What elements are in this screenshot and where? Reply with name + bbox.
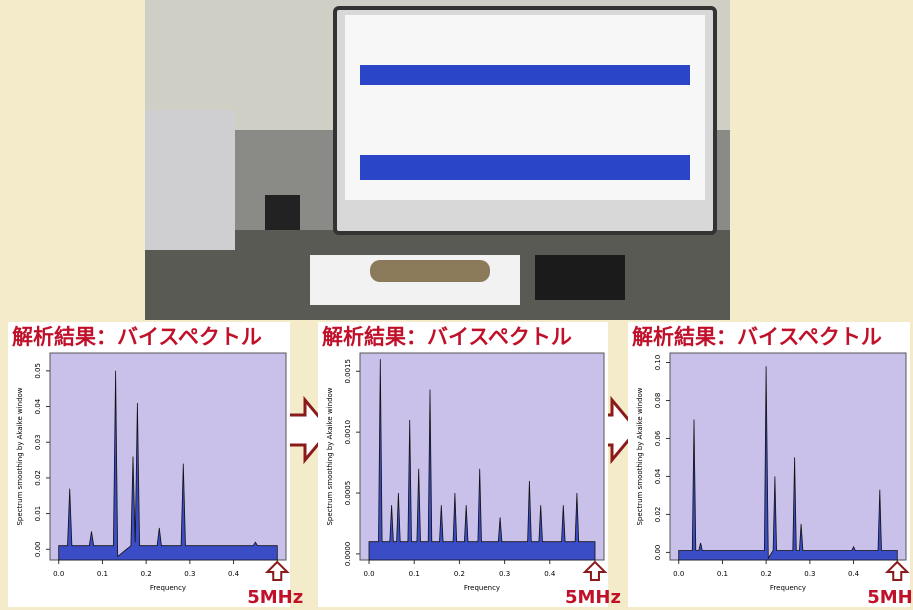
- y-tick-label: 0.00: [654, 545, 662, 561]
- plot-background: [669, 352, 907, 561]
- x-tick-label: 0.4: [544, 570, 556, 578]
- x-tick-label: 0.2: [141, 570, 152, 578]
- x-tick-label: 0.3: [184, 570, 195, 578]
- y-tick-label: 0.0010: [344, 420, 352, 445]
- annotation-arrow: [582, 560, 608, 581]
- x-tick-label: 0.1: [409, 570, 420, 578]
- y-tick-label: 0.0000: [344, 542, 352, 567]
- area: [678, 366, 898, 561]
- y-tick-label: 0.01: [34, 506, 42, 522]
- y-tick-label: 0.00: [34, 541, 42, 557]
- y-tick-label: 0.0015: [344, 359, 352, 384]
- photo: [145, 0, 730, 320]
- y-tick-label: 0.02: [654, 507, 662, 523]
- y-tick-label: 0.03: [34, 434, 42, 450]
- chart-title: 解析結果：バイスペクトル: [632, 325, 882, 349]
- y-tick-label: 0.08: [654, 393, 662, 409]
- x-tick-label: 0.3: [804, 570, 815, 578]
- x-tick-label: 0.4: [228, 570, 240, 578]
- chart-title: 解析結果：バイスペクトル: [322, 325, 572, 349]
- x-axis-label: Frequency: [150, 584, 186, 592]
- x-tick-label: 0.1: [97, 570, 108, 578]
- x-tick-label: 0.0: [363, 570, 374, 578]
- y-tick-label: 0.02: [34, 470, 42, 486]
- x-axis-label: Frequency: [770, 584, 806, 592]
- annotation-arrow: [884, 560, 910, 581]
- annotation: 5MHz: [867, 587, 913, 608]
- x-axis-label: Frequency: [464, 584, 500, 592]
- x-tick-label: 0.2: [761, 570, 772, 578]
- annotation-arrow: [264, 560, 290, 581]
- y-tick-label: 0.04: [654, 468, 662, 484]
- x-tick-label: 0.0: [673, 570, 684, 578]
- x-tick-label: 0.1: [717, 570, 728, 578]
- y-tick-label: 0.0005: [344, 481, 352, 506]
- plot-background: [49, 352, 287, 561]
- y-tick-label: 0.05: [34, 363, 42, 379]
- y-axis-label: Spectrum smoothing by Akaike window: [636, 387, 644, 525]
- annotation: 5MHz: [565, 587, 621, 608]
- plot-background: [359, 352, 605, 561]
- area: [368, 359, 596, 561]
- x-tick-label: 0.2: [454, 570, 465, 578]
- x-tick-label: 0.3: [499, 570, 510, 578]
- x-tick-label: 0.4: [848, 570, 860, 578]
- chart-title: 解析結果：バイスペクトル: [12, 325, 262, 349]
- y-tick-label: 0.10: [654, 355, 662, 371]
- annotation: 5MHz: [247, 587, 303, 608]
- y-axis-label: Spectrum smoothing by Akaike window: [16, 387, 24, 525]
- area: [58, 370, 278, 561]
- y-tick-label: 0.06: [654, 430, 662, 446]
- x-tick-label: 0.0: [53, 570, 64, 578]
- y-tick-label: 0.04: [34, 398, 42, 414]
- y-axis-label: Spectrum smoothing by Akaike window: [326, 387, 334, 525]
